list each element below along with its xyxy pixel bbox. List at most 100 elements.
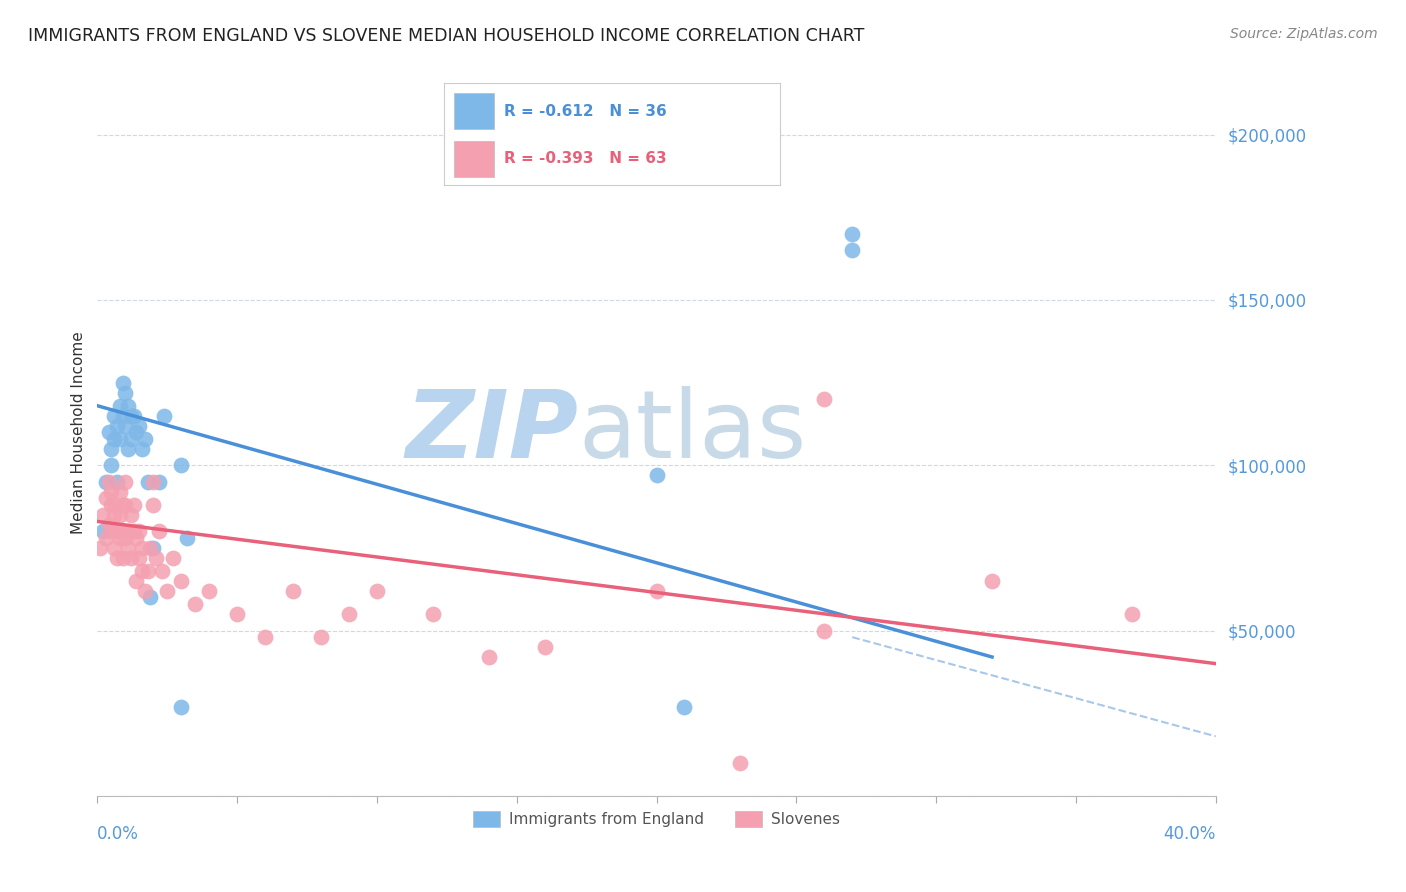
Point (114, 475, 136, 489)
Point (254, 630, 277, 644)
Point (148, 524, 170, 539)
Point (645, 583, 668, 598)
Point (139, 591, 162, 605)
Point (337, 607, 360, 621)
Point (103, 498, 125, 512)
Point (813, 392, 835, 406)
Point (120, 432, 142, 446)
Point (108, 432, 131, 446)
Point (136, 475, 159, 489)
Point (366, 583, 388, 598)
Point (673, 699, 696, 714)
Point (142, 475, 165, 489)
Point (105, 550, 128, 565)
Point (111, 498, 134, 512)
Point (91, 508, 114, 522)
Point (120, 550, 142, 565)
Point (125, 574, 148, 588)
Point (309, 630, 332, 644)
Point (100, 498, 122, 512)
Point (128, 550, 150, 565)
Point (117, 442, 139, 456)
Point (103, 432, 125, 446)
Point (97, 475, 120, 489)
Point (111, 409, 134, 423)
Point (813, 624, 835, 638)
Point (153, 409, 176, 423)
Point (148, 475, 170, 489)
Point (100, 484, 122, 499)
Point (103, 541, 125, 555)
Point (128, 418, 150, 433)
Point (281, 583, 304, 598)
Point (94, 531, 117, 545)
Point (841, 244, 863, 258)
Point (170, 458, 193, 473)
Point (114, 498, 136, 512)
Point (94, 491, 117, 506)
Point (162, 550, 184, 565)
Point (150, 564, 173, 578)
Point (142, 541, 165, 555)
Legend: Immigrants from England, Slovenes: Immigrants from England, Slovenes (460, 798, 852, 839)
Point (131, 442, 153, 456)
Point (108, 399, 131, 413)
Point (184, 597, 207, 611)
Point (1121, 607, 1143, 621)
Point (156, 583, 179, 598)
Point (117, 399, 139, 413)
Point (139, 541, 162, 555)
Point (114, 385, 136, 400)
Point (103, 508, 125, 522)
Point (114, 418, 136, 433)
Point (981, 574, 1004, 588)
Point (114, 531, 136, 545)
Point (94, 475, 117, 489)
Point (120, 409, 142, 423)
Point (125, 425, 148, 440)
Point (100, 442, 122, 456)
Point (111, 550, 134, 565)
Point (100, 524, 122, 539)
Point (645, 468, 668, 483)
Point (105, 418, 128, 433)
Text: 0.0%: 0.0% (97, 825, 139, 843)
Point (170, 699, 193, 714)
Text: ZIP: ZIP (405, 386, 578, 478)
Point (108, 531, 131, 545)
Point (125, 531, 148, 545)
Point (108, 484, 131, 499)
Point (134, 583, 156, 598)
Point (117, 524, 139, 539)
Point (97, 517, 120, 532)
Point (226, 607, 249, 621)
Point (145, 550, 167, 565)
Point (111, 376, 134, 390)
Point (422, 607, 444, 621)
Point (105, 524, 128, 539)
Point (131, 541, 153, 555)
Point (198, 583, 221, 598)
Point (170, 574, 193, 588)
Point (533, 640, 555, 654)
Text: IMMIGRANTS FROM ENGLAND VS SLOVENE MEDIAN HOUSEHOLD INCOME CORRELATION CHART: IMMIGRANTS FROM ENGLAND VS SLOVENE MEDIA… (28, 27, 865, 45)
Point (122, 498, 145, 512)
Text: atlas: atlas (578, 386, 807, 478)
Point (103, 409, 125, 423)
Text: Source: ZipAtlas.com: Source: ZipAtlas.com (1230, 27, 1378, 41)
Point (91, 524, 114, 539)
Point (117, 541, 139, 555)
Point (841, 227, 863, 241)
Point (142, 498, 165, 512)
Point (122, 524, 145, 539)
Point (478, 650, 501, 665)
Point (128, 524, 150, 539)
Point (97, 425, 120, 440)
Point (105, 475, 128, 489)
Text: 40.0%: 40.0% (1163, 825, 1216, 843)
Point (120, 508, 142, 522)
Point (89, 541, 111, 555)
Point (176, 531, 198, 545)
Point (100, 458, 122, 473)
Point (108, 508, 131, 522)
